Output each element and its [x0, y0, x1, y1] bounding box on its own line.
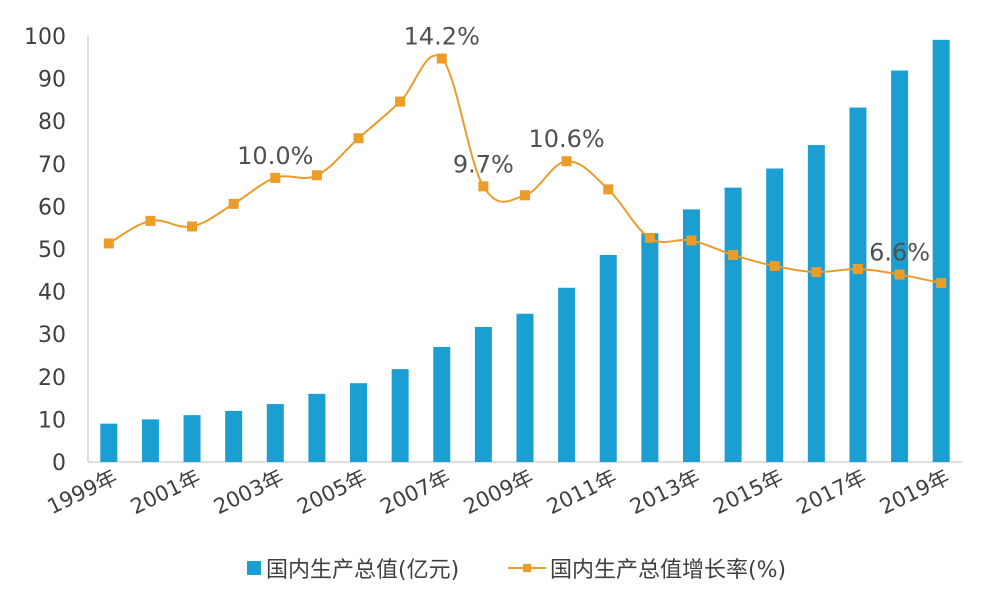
bar [350, 383, 368, 462]
bar [932, 39, 950, 463]
line-marker [436, 53, 447, 64]
y-tick-label: 90 [38, 68, 66, 93]
bar [807, 145, 825, 462]
bar [641, 233, 659, 462]
bar [891, 70, 909, 463]
line-marker [603, 184, 614, 195]
line-marker [769, 261, 780, 272]
data-label: 9.7% [453, 150, 514, 178]
line-marker [145, 215, 156, 226]
bar [516, 313, 534, 462]
line-marker [395, 96, 406, 107]
line-marker [936, 278, 947, 289]
y-tick-label: 10 [38, 408, 66, 433]
bar [266, 404, 284, 462]
x-tick-label: 2003年 [210, 465, 287, 519]
bar [225, 410, 243, 462]
line-marker [353, 133, 364, 144]
line-series [103, 53, 947, 289]
legend-line-marker [523, 564, 531, 572]
y-tick-label: 70 [38, 153, 66, 178]
line-marker [686, 235, 697, 246]
line-marker [103, 238, 114, 249]
data-label: 6.6% [869, 239, 930, 267]
x-tick-label: 2019年 [876, 465, 953, 519]
y-tick-label: 80 [38, 110, 66, 135]
y-tick-label: 40 [38, 281, 66, 306]
legend-bar-swatch [247, 561, 261, 575]
bar [308, 393, 326, 462]
bar [433, 346, 451, 462]
x-tick-label: 2017年 [793, 465, 870, 519]
y-tick-label: 0 [52, 451, 66, 476]
line-marker [894, 269, 905, 280]
line-marker [270, 172, 281, 183]
bar [141, 419, 159, 462]
bar [100, 423, 118, 462]
x-tick-label: 2015年 [709, 465, 786, 519]
line-marker [811, 267, 822, 278]
x-tick-label: 2001年 [127, 465, 204, 519]
bar [474, 326, 492, 462]
legend-bar-label: 国内生产总值(亿元) [266, 558, 459, 583]
data-label: 10.6% [528, 125, 604, 153]
legend-line-label: 国内生产总值增长率(%) [550, 558, 786, 583]
line-marker [187, 221, 198, 232]
growth-rate-line [108, 54, 942, 285]
y-tick-label: 30 [38, 323, 66, 348]
bar [682, 209, 700, 462]
line-marker [644, 232, 655, 243]
line-marker [561, 156, 572, 167]
y-tick-label: 20 [38, 366, 66, 391]
bar [766, 168, 784, 462]
bar [558, 287, 576, 462]
x-tick-label: 2013年 [626, 465, 703, 519]
x-tick-label: 2009年 [460, 465, 537, 519]
line-marker [478, 181, 489, 192]
line-marker [311, 170, 322, 181]
bar [183, 415, 201, 462]
x-tick-label: 2011年 [543, 465, 620, 519]
y-tick-label: 50 [38, 238, 66, 263]
line-marker [228, 198, 239, 209]
bar-series [100, 39, 950, 463]
x-tick-label: 2007年 [377, 465, 454, 519]
bar [391, 369, 409, 462]
bar [599, 254, 617, 462]
line-marker [520, 190, 530, 201]
x-tick-label: 2005年 [293, 465, 370, 519]
bar [849, 107, 867, 463]
legend: 国内生产总值(亿元) 国内生产总值增长率(%) [247, 558, 786, 583]
data-label: 10.0% [237, 142, 313, 170]
data-label: 14.2% [404, 23, 480, 51]
bar [724, 187, 742, 462]
y-tick-label: 60 [38, 195, 66, 220]
data-labels: 10.0% 14.2% 9.7% 10.6% 6.6% [237, 23, 930, 267]
line-marker [852, 264, 863, 275]
line-marker [728, 249, 739, 260]
y-tick-label: 100 [24, 25, 66, 50]
